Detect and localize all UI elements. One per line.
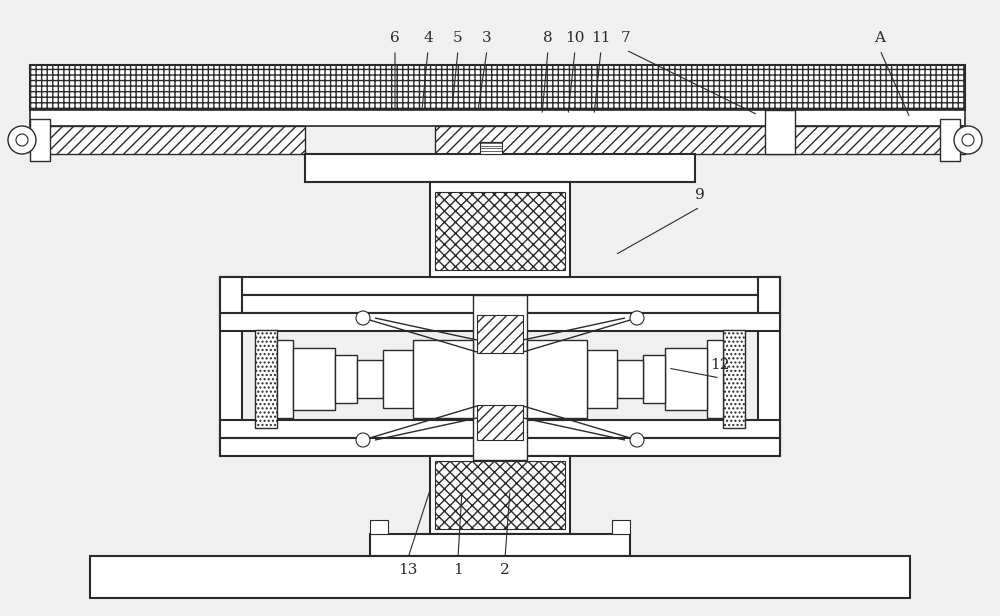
Bar	[293, 348, 335, 410]
Circle shape	[630, 311, 644, 325]
Text: 12: 12	[710, 358, 730, 372]
Circle shape	[356, 433, 370, 447]
Bar	[220, 420, 780, 438]
Bar	[477, 315, 523, 353]
Bar	[220, 438, 780, 456]
Text: 7: 7	[621, 31, 631, 45]
Text: A: A	[874, 31, 886, 45]
Bar	[255, 330, 277, 428]
Bar	[30, 65, 965, 110]
Bar	[473, 295, 527, 460]
Bar	[370, 520, 388, 534]
Bar	[435, 126, 965, 154]
Text: 9: 9	[695, 188, 705, 202]
Bar	[617, 360, 643, 398]
Text: 1: 1	[453, 563, 463, 577]
Circle shape	[8, 126, 36, 154]
Bar	[220, 313, 780, 331]
Circle shape	[954, 126, 982, 154]
Bar	[612, 520, 630, 534]
Text: 2: 2	[500, 563, 510, 577]
Text: 11: 11	[591, 31, 611, 45]
Bar	[707, 340, 723, 418]
Circle shape	[630, 433, 644, 447]
Bar	[480, 142, 502, 154]
Bar	[430, 182, 570, 277]
Bar	[90, 556, 910, 598]
Bar	[587, 350, 617, 408]
Bar	[220, 277, 780, 295]
Bar	[383, 350, 413, 408]
Bar	[527, 340, 587, 418]
Bar	[305, 154, 695, 182]
Bar	[758, 277, 780, 455]
Circle shape	[356, 311, 370, 325]
Bar	[435, 461, 565, 529]
Bar	[723, 330, 745, 428]
Bar	[643, 355, 665, 403]
Text: 13: 13	[398, 563, 418, 577]
Bar	[220, 295, 780, 313]
Bar	[665, 348, 707, 410]
Circle shape	[962, 134, 974, 146]
Bar	[277, 340, 293, 418]
Bar	[765, 110, 795, 154]
Bar	[435, 192, 565, 270]
Bar	[357, 360, 383, 398]
Bar	[30, 119, 50, 161]
Text: 6: 6	[390, 31, 400, 45]
Text: 8: 8	[543, 31, 553, 45]
Bar	[30, 110, 965, 126]
Circle shape	[16, 134, 28, 146]
Bar	[30, 126, 305, 154]
Bar	[477, 405, 523, 440]
Bar	[220, 277, 242, 455]
Bar	[335, 355, 357, 403]
Bar	[413, 340, 473, 418]
Bar	[430, 456, 570, 534]
Text: 3: 3	[482, 31, 492, 45]
Text: 10: 10	[565, 31, 585, 45]
Bar	[370, 534, 630, 556]
Text: 4: 4	[423, 31, 433, 45]
Text: 5: 5	[453, 31, 463, 45]
Bar	[940, 119, 960, 161]
